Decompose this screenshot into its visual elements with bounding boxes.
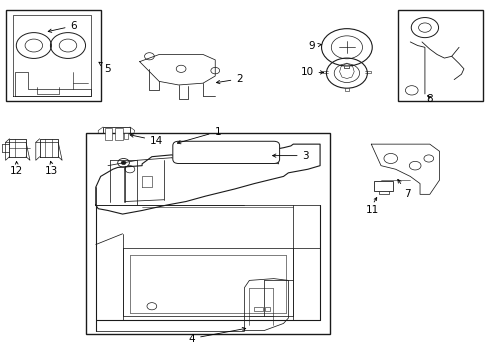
Text: 4: 4 bbox=[188, 327, 245, 343]
Text: 8: 8 bbox=[426, 94, 432, 104]
Circle shape bbox=[121, 161, 126, 165]
Bar bbox=[5, 10, 101, 101]
FancyBboxPatch shape bbox=[172, 141, 279, 163]
Text: 10: 10 bbox=[300, 67, 323, 77]
Text: 7: 7 bbox=[397, 179, 410, 199]
Bar bbox=[115, 128, 122, 140]
Bar bbox=[378, 191, 388, 194]
Text: 1: 1 bbox=[177, 127, 221, 144]
Text: 12: 12 bbox=[10, 166, 23, 176]
Bar bbox=[123, 133, 128, 139]
Text: 13: 13 bbox=[45, 166, 59, 176]
Bar bbox=[86, 134, 329, 334]
Text: 14: 14 bbox=[130, 134, 163, 145]
Text: 5: 5 bbox=[99, 62, 111, 74]
Bar bbox=[373, 181, 392, 192]
Text: 11: 11 bbox=[366, 206, 379, 216]
Bar bbox=[264, 307, 269, 311]
Bar bbox=[104, 128, 112, 140]
Bar bbox=[254, 307, 263, 311]
Bar bbox=[397, 10, 483, 101]
Text: 2: 2 bbox=[216, 74, 243, 84]
Text: 6: 6 bbox=[48, 21, 77, 32]
Text: 9: 9 bbox=[308, 41, 321, 51]
Text: 3: 3 bbox=[272, 150, 308, 161]
